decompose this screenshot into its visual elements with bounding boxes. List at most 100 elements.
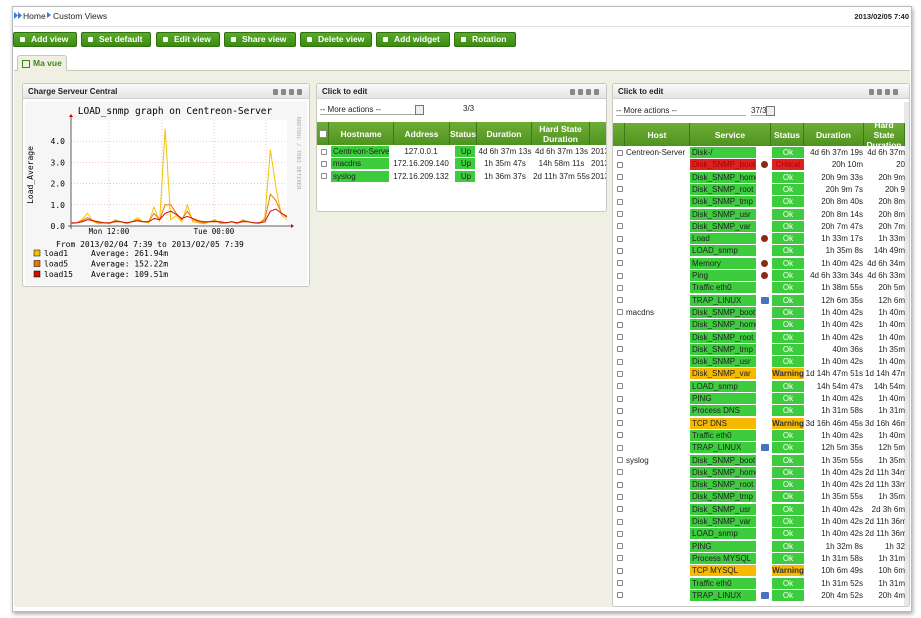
service[interactable]: Traffic eth0 [690,282,756,293]
widget-icons[interactable] [869,88,903,95]
tab[interactable]: Ma vue [17,55,67,71]
service[interactable]: Disk_SNMP_tmp [690,344,756,355]
column-header[interactable]: Hostname [329,122,394,145]
toolbar-button[interactable]: Add widget [376,32,450,47]
service[interactable]: Process DNS [690,405,756,416]
service[interactable]: Load [690,233,756,244]
row-checkbox[interactable] [617,531,623,537]
row-checkbox[interactable] [617,236,623,242]
service[interactable]: Disk_SNMP_var [690,221,756,232]
row-checkbox[interactable] [321,149,327,155]
row-checkbox[interactable] [617,162,623,168]
row-checkbox[interactable] [617,186,623,192]
service[interactable]: Memory [690,258,756,269]
row-checkbox[interactable] [617,432,623,438]
column-header[interactable]: Hard State Duration [864,123,905,146]
row-checkbox[interactable] [617,396,623,402]
widget-icons[interactable] [570,88,604,95]
service[interactable]: PING [690,393,756,404]
service[interactable]: Ping [690,270,756,281]
row-checkbox[interactable] [617,359,623,365]
service[interactable]: TCP MYSQL [690,565,756,576]
row-checkbox[interactable] [617,199,623,205]
service[interactable]: LOAD_snmp [690,528,756,539]
service[interactable]: Disk_SNMP_tmp [690,196,756,207]
service[interactable]: TRAP_LINUX [690,590,756,601]
row-checkbox[interactable] [617,260,623,266]
service[interactable]: LOAD_snmp [690,245,756,256]
row-checkbox[interactable] [617,482,623,488]
row-checkbox[interactable] [321,161,327,167]
row-checkbox[interactable] [617,445,623,451]
service[interactable]: Disk_SNMP_home [690,467,756,478]
breadcrumb-home[interactable]: Home [23,11,46,21]
service[interactable]: Disk_SNMP_var [690,368,756,379]
row-checkbox[interactable] [617,555,623,561]
row-checkbox[interactable] [617,543,623,549]
column-header[interactable]: Service [690,123,771,146]
service[interactable]: Traffic eth0 [690,430,756,441]
actions-select[interactable]: -- More actions -- [616,105,746,116]
service[interactable]: TCP DNS [690,418,756,429]
row-checkbox[interactable] [617,346,623,352]
count-select[interactable]: 37/37 [751,105,775,116]
row-checkbox[interactable] [617,223,623,229]
toolbar-button[interactable]: Delete view [300,32,372,47]
toolbar-button[interactable]: Set default [81,32,151,47]
row-checkbox[interactable] [617,580,623,586]
toolbar-button[interactable]: Share view [224,32,296,47]
column-header[interactable]: Status [450,122,477,145]
row-checkbox[interactable] [617,297,623,303]
actions-select[interactable]: -- More actions -- [320,104,424,115]
row-checkbox[interactable] [617,174,623,180]
service[interactable]: Disk_SNMP_boot [690,307,756,318]
row-checkbox[interactable] [617,150,623,156]
row-checkbox[interactable] [617,285,623,291]
breadcrumb-current[interactable]: Custom Views [53,11,107,21]
row-checkbox[interactable] [617,568,623,574]
service[interactable]: Disk-/ [690,147,756,158]
row-checkbox[interactable] [617,457,623,463]
service[interactable]: Disk_SNMP_home [690,319,756,330]
column-header[interactable]: Address [394,122,450,145]
row-checkbox[interactable] [617,309,623,315]
column-header[interactable]: Duration [804,123,864,146]
service[interactable]: Process MYSQL [690,553,756,564]
row-checkbox[interactable] [617,408,623,414]
column-header[interactable]: Host [625,123,690,146]
row-checkbox[interactable] [617,383,623,389]
service[interactable]: Disk_SNMP_usr [690,356,756,367]
service[interactable]: Traffic eth0 [690,578,756,589]
service[interactable]: LOAD_snmp [690,381,756,392]
column-header[interactable]: Duration [477,122,532,145]
toolbar-button[interactable]: Rotation [454,32,516,47]
service[interactable]: Disk_SNMP_root [690,479,756,490]
service[interactable]: Disk_SNMP_root [690,332,756,343]
toolbar-button[interactable]: Edit view [156,32,220,47]
service[interactable]: Disk_SNMP_boot [690,159,756,170]
row-checkbox[interactable] [321,173,327,179]
widget-icons[interactable] [273,88,307,95]
service[interactable]: TRAP_LINUX [690,442,756,453]
row-checkbox[interactable] [617,420,623,426]
toolbar-button[interactable]: Add view [13,32,77,47]
row-checkbox[interactable] [617,248,623,254]
row-checkbox[interactable] [617,519,623,525]
service[interactable]: TRAP_LINUX [690,295,756,306]
row-checkbox[interactable] [617,211,623,217]
service[interactable]: Disk_SNMP_var [690,516,756,527]
service[interactable]: Disk_SNMP_usr [690,504,756,515]
row-checkbox[interactable] [617,506,623,512]
row-checkbox[interactable] [617,592,623,598]
row-checkbox[interactable] [617,494,623,500]
service[interactable]: Disk_SNMP_boot [690,455,756,466]
service[interactable]: Disk_SNMP_usr [690,209,756,220]
row-checkbox[interactable] [617,334,623,340]
column-header[interactable]: Hard State Duration [532,122,590,145]
row-checkbox[interactable] [617,371,623,377]
service[interactable]: Disk_SNMP_root [690,184,756,195]
service[interactable]: PING [690,541,756,552]
service[interactable]: Disk_SNMP_tmp [690,491,756,502]
row-checkbox[interactable] [617,469,623,475]
service[interactable]: Disk_SNMP_home [690,172,756,183]
